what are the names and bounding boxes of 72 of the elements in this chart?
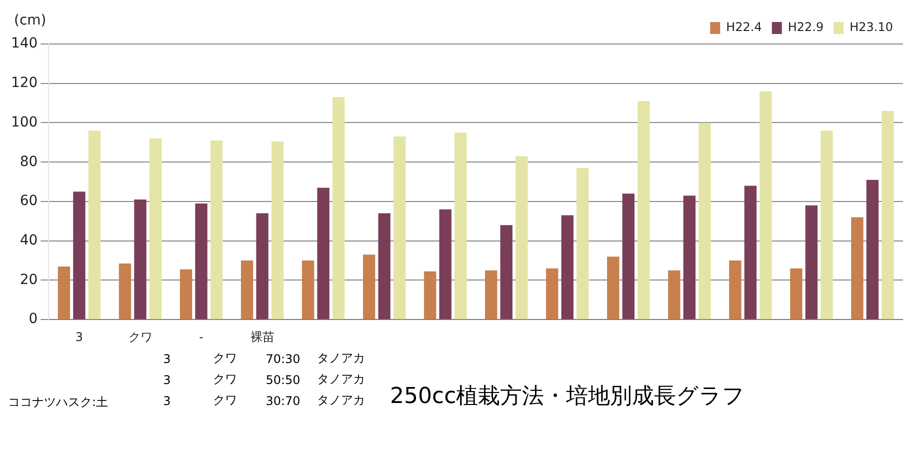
text: 3 <box>162 350 172 368</box>
bar <box>362 254 376 320</box>
y-axis-title: (cm) <box>14 12 46 29</box>
bar <box>485 270 498 320</box>
bar <box>866 180 879 320</box>
bar <box>729 260 742 320</box>
text: タノアカ <box>316 371 366 388</box>
text: タノアカ <box>316 350 366 367</box>
text: ココナツハスク:土 <box>8 394 110 411</box>
legend-label: H23.10 <box>850 20 894 34</box>
text: クワ <box>212 392 238 409</box>
bar <box>73 192 86 320</box>
y-tick-label: 140 <box>10 36 38 52</box>
bar <box>302 260 314 320</box>
bar <box>851 217 864 320</box>
y-tick-label: 80 <box>20 154 38 170</box>
bar <box>882 110 894 320</box>
text: タノアカ <box>316 392 366 409</box>
bar <box>805 205 818 320</box>
bar <box>790 268 802 320</box>
bar <box>744 186 757 320</box>
text: 3 <box>162 372 172 388</box>
x-tick-label: 裸苗 <box>250 330 274 344</box>
bar <box>638 101 650 320</box>
bar <box>500 225 512 320</box>
bar <box>393 136 406 320</box>
bar <box>698 122 711 320</box>
text: 250cc植栽方法・培地別成長グラフ <box>390 383 746 411</box>
bar <box>195 203 208 320</box>
bar <box>683 196 696 320</box>
text: 30:70 <box>264 392 302 410</box>
y-tick-label: 40 <box>20 232 38 248</box>
bar <box>820 130 833 320</box>
bar <box>134 200 146 320</box>
bar <box>668 270 680 320</box>
bar <box>561 215 574 320</box>
bar <box>332 97 345 320</box>
x-tick-label: 3 <box>75 330 84 344</box>
bar <box>576 168 589 320</box>
bar <box>378 213 390 320</box>
text: 3 <box>162 392 172 410</box>
bar <box>516 156 528 320</box>
bar <box>622 194 635 320</box>
bar <box>439 209 452 320</box>
legend-label: H22.9 <box>788 20 824 34</box>
bar <box>760 91 772 320</box>
y-tick-label: 60 <box>20 193 38 210</box>
bar <box>58 266 70 320</box>
bar <box>424 271 436 320</box>
bar <box>88 130 101 320</box>
bar <box>454 132 467 320</box>
x-tick-label: クワ <box>128 330 152 344</box>
x-tick-label: - <box>199 330 204 344</box>
y-tick-label: 0 <box>28 311 38 328</box>
bar <box>210 140 223 320</box>
text: クワ <box>212 350 238 367</box>
y-tick-label: 120 <box>10 75 38 92</box>
legend-label: H22.4 <box>726 20 762 34</box>
bar <box>317 188 330 320</box>
y-tick-label: 100 <box>10 114 38 130</box>
bar <box>149 138 162 320</box>
bar <box>118 263 132 320</box>
text: 70:30 <box>264 350 302 368</box>
text: 50:50 <box>264 372 302 388</box>
bar <box>180 269 192 320</box>
y-tick-label: 20 <box>20 272 38 288</box>
bar <box>607 256 620 320</box>
bar <box>546 268 558 320</box>
bar <box>271 141 284 320</box>
text: クワ <box>212 371 238 388</box>
bar <box>256 213 268 320</box>
bar <box>240 260 254 320</box>
